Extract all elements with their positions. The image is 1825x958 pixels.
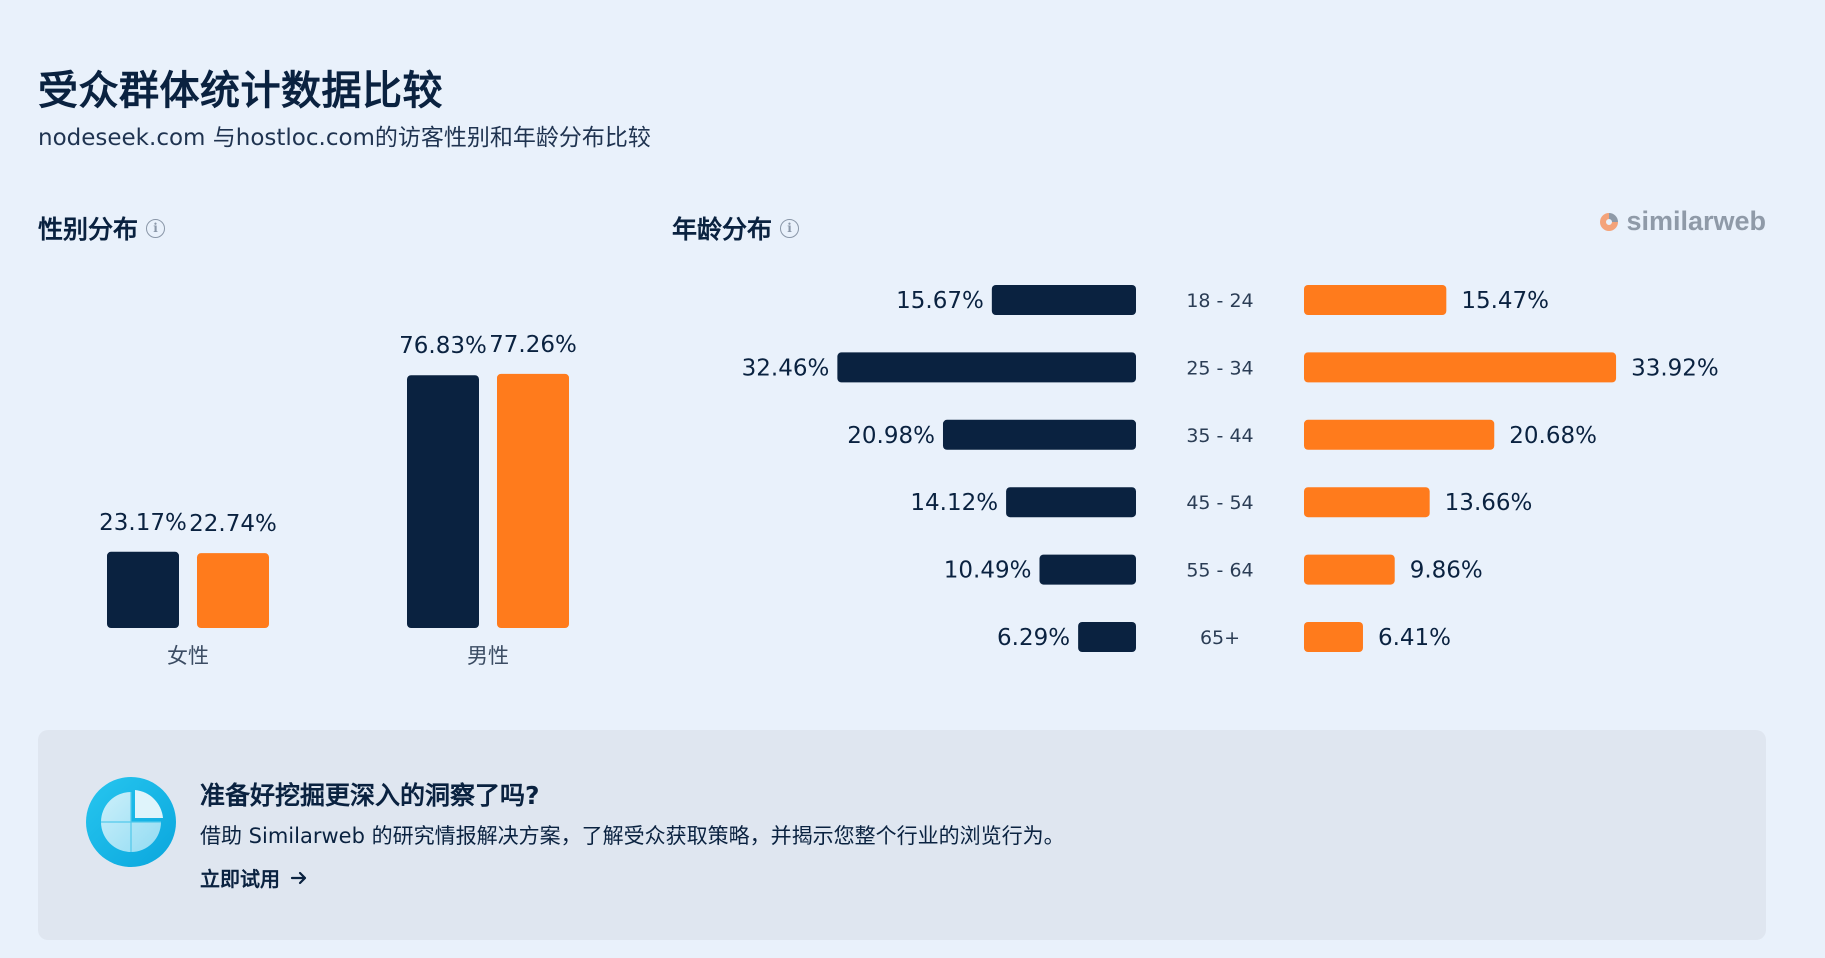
gender-bar [497,373,569,628]
pie-chart-icon [86,777,176,867]
age-bar-right [1304,352,1617,383]
cta-heading: 准备好挖掘更深入的洞察了吗? [200,781,540,810]
age-category-label: 25 - 34 [1186,357,1253,379]
age-bar-right-value-label: 9.86% [1410,558,1483,584]
gender-category-label: 女性 [167,644,209,668]
gender-bar [107,551,179,628]
age-bar-chart: 15.67% 15.47% 18 - 24 32.46% 33.92% 25 - 34 20… [742,285,1719,652]
age-bar-left-value-label: 32.46% [742,355,830,381]
gender-bar-value-label: 23.17% [99,510,187,536]
similarweb-logo-icon [1600,212,1619,231]
age-bar-left-value-label: 15.67% [896,288,984,314]
age-bar-right [1304,285,1447,315]
gender-bar-value-label: 77.26% [489,332,577,358]
age-bar-left [1006,487,1136,518]
gender-bar-chart: 23.17% 22.74% 女性 76.83% 77.26% 男性 [99,332,577,668]
age-bar-right [1304,487,1430,518]
gender-bar [407,375,479,628]
age-bar-right-value-label: 15.47% [1461,288,1549,314]
age-section-label: 年龄分布 [672,215,773,244]
age-category-label: 18 - 24 [1186,290,1253,312]
age-section-title: 年龄分布 i [672,210,800,246]
age-bar-left [991,285,1136,315]
age-bar-right [1304,419,1495,450]
info-icon[interactable]: i [146,218,166,238]
try-now-label: 立即试用 [200,867,280,891]
gender-bar [197,553,269,628]
age-bar-left-value-label: 10.49% [944,558,1032,584]
page-subtitle: nodeseek.com 与hostloc.com的访客性别和年龄分布比较 [38,125,651,151]
gender-category-label: 男性 [467,644,509,668]
try-now-link[interactable]: 立即试用 [200,863,308,892]
age-category-label: 55 - 64 [1186,560,1253,582]
age-category-label: 45 - 54 [1186,492,1253,514]
age-bar-right-value-label: 33.92% [1631,355,1719,381]
brand-logo: similarweb [1598,206,1766,237]
age-bar-right [1304,622,1363,652]
arrow-right-icon [290,871,307,884]
brand-name: similarweb [1626,206,1766,236]
age-bar-left-value-label: 14.12% [910,490,998,516]
age-bar-right-value-label: 6.41% [1378,625,1451,651]
age-bar-left [837,352,1136,383]
cta-text: 借助 Similarweb 的研究情报解决方案，了解受众获取策略，并揭示您整个行… [200,824,1065,848]
age-bar-left [1039,554,1136,585]
age-bar-right-value-label: 13.66% [1445,490,1533,516]
age-bar-left [942,419,1136,450]
gender-section-title: 性别分布 i [38,210,166,246]
info-icon[interactable]: i [780,218,800,238]
age-bar-right [1304,554,1395,585]
age-category-label: 35 - 44 [1186,425,1253,447]
gender-bar-value-label: 76.83% [399,333,487,359]
page-title: 受众群体统计数据比较 [38,68,443,114]
cta-card: 准备好挖掘更深入的洞察了吗? 借助 Similarweb 的研究情报解决方案，了… [38,730,1766,940]
age-category-label: 65+ [1200,627,1240,649]
age-bar-left [1078,622,1136,652]
gender-section-label: 性别分布 [38,215,139,244]
age-bar-right-value-label: 20.68% [1509,423,1597,449]
age-bar-left-value-label: 6.29% [997,625,1070,651]
gender-bar-value-label: 22.74% [189,511,277,537]
age-bar-left-value-label: 20.98% [847,423,935,449]
